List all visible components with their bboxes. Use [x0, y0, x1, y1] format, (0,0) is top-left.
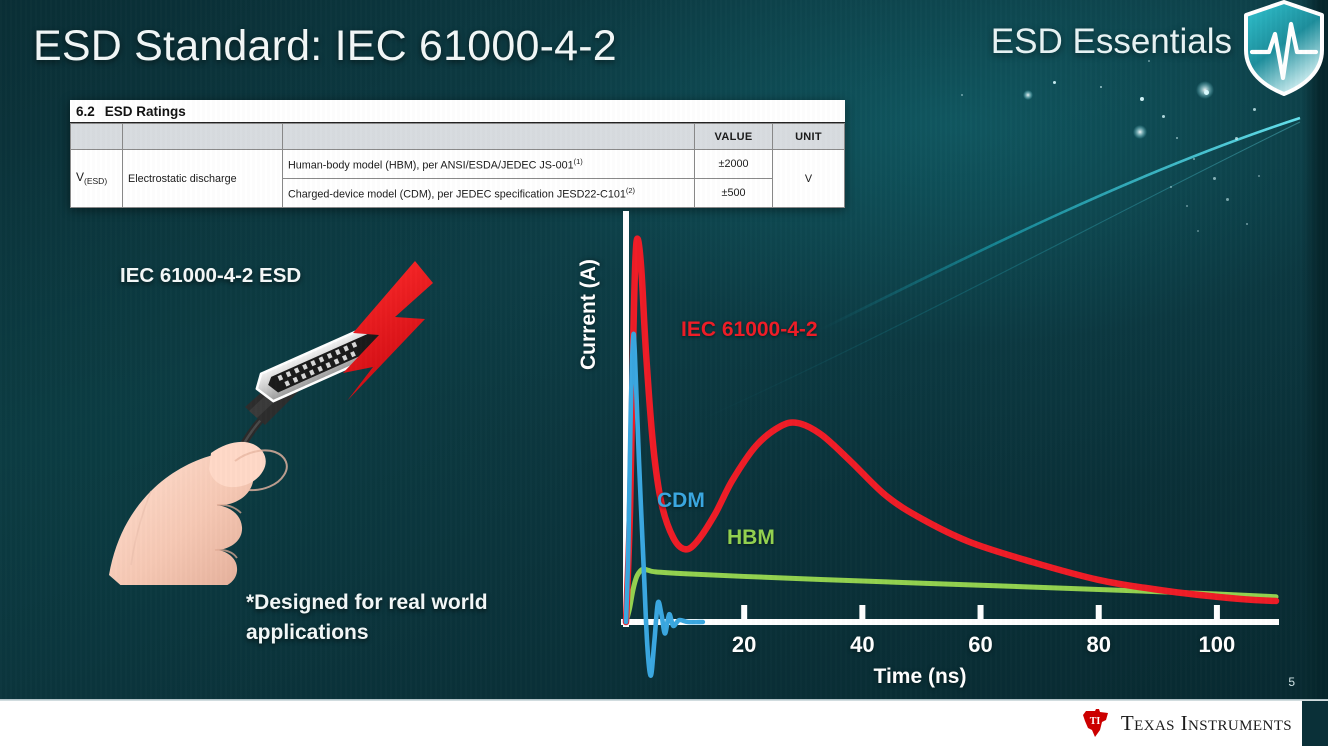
designed-note: *Designed for real world applications — [246, 591, 488, 645]
curve-iec-61000-4-2 — [622, 235, 1280, 626]
cell-description-hbm: Human-body model (HBM), per ANSI/ESDA/JE… — [282, 149, 695, 179]
table-title: 6.2 ESD Ratings — [70, 100, 845, 123]
page-number: 5 — [1288, 675, 1295, 689]
page-title: ESD Standard: IEC 61000-4-2 — [33, 22, 617, 70]
lightning-bolt-icon — [343, 261, 433, 401]
cell-value-cdm: ±500 — [694, 178, 773, 208]
curve-label-iec: IEC 61000-4-2 — [681, 318, 818, 341]
cell-parameter: Electrostatic discharge — [122, 149, 283, 208]
x-tick-label: 20 — [731, 632, 757, 657]
slide-background: ESD Standard: IEC 61000-4-2 ESD Essentia… — [0, 0, 1328, 701]
curve-cdm — [623, 331, 706, 678]
esd-illustration-label: IEC 61000-4-2 ESD — [120, 264, 302, 287]
cell-description-cdm: Charged-device model (CDM), per JEDEC sp… — [282, 178, 695, 208]
curve-label-cdm: CDM — [657, 489, 705, 512]
curve-label-hbm: HBM — [727, 526, 775, 549]
table-section-number: 6.2 — [76, 104, 95, 119]
cell-symbol: V(ESD) — [70, 149, 123, 208]
table-row: V(ESD) Electrostatic discharge Human-bod… — [70, 149, 845, 208]
texas-instruments-logo: TI TEXAS INSTRUMENTS — [1080, 708, 1292, 738]
ti-texas-mark-icon: TI — [1082, 709, 1108, 737]
curve-hbm — [623, 566, 1279, 625]
footnote-marker-1: (1) — [573, 156, 583, 166]
brand-label: ESD Essentials — [990, 22, 1232, 61]
chart-x-axis-label: Time (ns) — [873, 665, 967, 688]
table-header-row: VALUE UNIT — [70, 123, 845, 150]
symbol-v: V — [76, 170, 85, 185]
header-blank-symbol — [70, 123, 123, 150]
svg-text:TI: TI — [1090, 716, 1101, 727]
header-unit: UNIT — [772, 123, 845, 150]
header-blank-parameter — [122, 123, 283, 150]
slide-footer — [0, 701, 1328, 746]
x-tick-label: 100 — [1198, 632, 1236, 657]
esd-waveform-chart — [621, 211, 1280, 678]
x-tick-label: 80 — [1086, 632, 1111, 657]
table-section-title: ESD Ratings — [104, 104, 186, 119]
header-blank-description — [282, 123, 695, 150]
cell-value-hbm: ±2000 — [694, 149, 773, 179]
header-value: VALUE — [694, 123, 773, 150]
x-tick-label: 40 — [850, 632, 875, 657]
footnote-marker-2: (2) — [625, 185, 636, 195]
chart-x-ticks — [741, 605, 1220, 625]
right-edge-strip — [1302, 0, 1328, 701]
hand-holding-hdmi-connector-illustration — [109, 261, 433, 585]
desc-text-cdm: Charged-device model (CDM), per JEDEC sp… — [288, 188, 626, 201]
cell-unit: V — [772, 149, 845, 208]
x-tick-label: 60 — [968, 632, 993, 657]
esd-ratings-table: 6.2 ESD Ratings VALUE UNIT V(ESD) Electro… — [70, 100, 845, 208]
ti-wordmark: TEXAS INSTRUMENTS — [1120, 710, 1292, 735]
desc-text-hbm: Human-body model (HBM), per ANSI/ESDA/JE… — [288, 159, 574, 172]
table-row: Charged-device model (CDM), per JEDEC sp… — [71, 178, 845, 208]
shield-heartbeat-icon — [1244, 0, 1324, 96]
footer-divider — [0, 699, 1328, 702]
footer-right-bar — [1302, 701, 1328, 746]
symbol-subscript: (ESD) — [84, 176, 108, 187]
